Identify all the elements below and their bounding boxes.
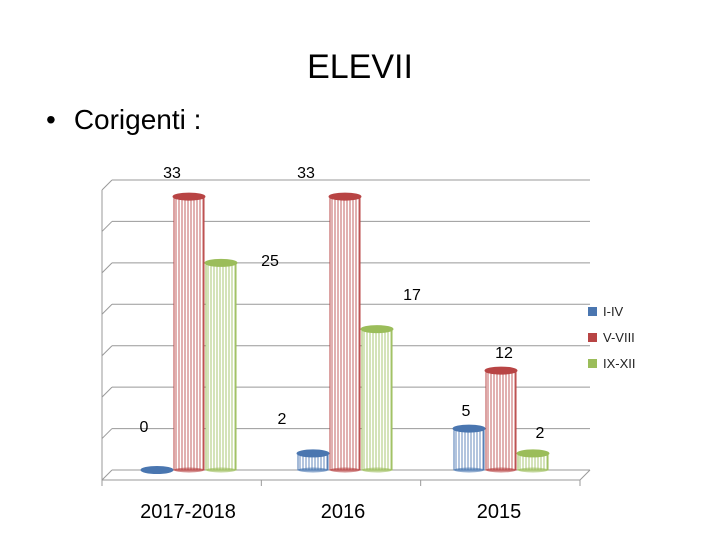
- data-label: 25: [261, 253, 279, 270]
- gridline-side: [101, 428, 113, 439]
- legend-label: V-VIII: [603, 329, 635, 345]
- bar-base: [174, 467, 204, 473]
- bar-base: [206, 467, 236, 473]
- x-tick-label: 2016: [321, 501, 366, 523]
- bar-base: [362, 467, 392, 473]
- gridline-side: [101, 469, 113, 481]
- bar-base: [454, 467, 484, 473]
- legend-label: I-IV: [603, 303, 624, 319]
- bar-cap: [360, 325, 394, 334]
- gridline-side: [101, 386, 113, 398]
- legend-swatch: [588, 306, 597, 316]
- bar-cap: [452, 424, 486, 433]
- data-label: 5: [462, 403, 471, 420]
- bar-cap: [172, 192, 206, 201]
- legend-item-v-viii: V-VIII: [588, 324, 636, 350]
- data-label: 2: [278, 411, 287, 428]
- legend-label: IX-XII: [603, 355, 636, 371]
- legend-item-ix-xii: IX-XII: [588, 350, 636, 376]
- bar-cap: [204, 258, 238, 267]
- legend-swatch: [588, 358, 597, 368]
- floor-edge: [579, 469, 591, 481]
- bar-base: [142, 467, 172, 473]
- bar-cap: [328, 192, 362, 201]
- gridline-side: [101, 345, 113, 357]
- legend-item-i-iv: I-IV: [588, 298, 636, 324]
- data-label: 2: [536, 425, 545, 442]
- gridline-side: [101, 303, 113, 315]
- bar-cap: [296, 449, 330, 458]
- bar-base: [486, 467, 516, 473]
- bullet-dot: •: [46, 104, 56, 135]
- bar-base: [298, 467, 328, 473]
- chart-legend: I-IV V-VIII IX-XII: [588, 298, 636, 376]
- bullet-line: • Corigenti :: [46, 104, 201, 136]
- gridline-side: [101, 221, 113, 232]
- legend-swatch: [588, 332, 597, 342]
- slide-title: ELEVII: [307, 48, 413, 86]
- x-tick-label: 2015: [477, 501, 522, 523]
- gridline-side: [101, 262, 113, 274]
- data-label: 33: [163, 165, 181, 182]
- bar-base: [330, 467, 360, 473]
- data-label: 17: [403, 287, 421, 304]
- data-label: 33: [297, 165, 315, 182]
- data-label: 0: [140, 419, 149, 436]
- gridline-side: [101, 179, 113, 191]
- data-label: 12: [495, 345, 513, 362]
- bar-cap: [484, 366, 518, 375]
- x-tick-label: 2017-2018: [140, 501, 236, 523]
- bar-cap: [516, 449, 550, 458]
- bar-base: [518, 467, 548, 473]
- bullet-text: Corigenti :: [73, 104, 202, 135]
